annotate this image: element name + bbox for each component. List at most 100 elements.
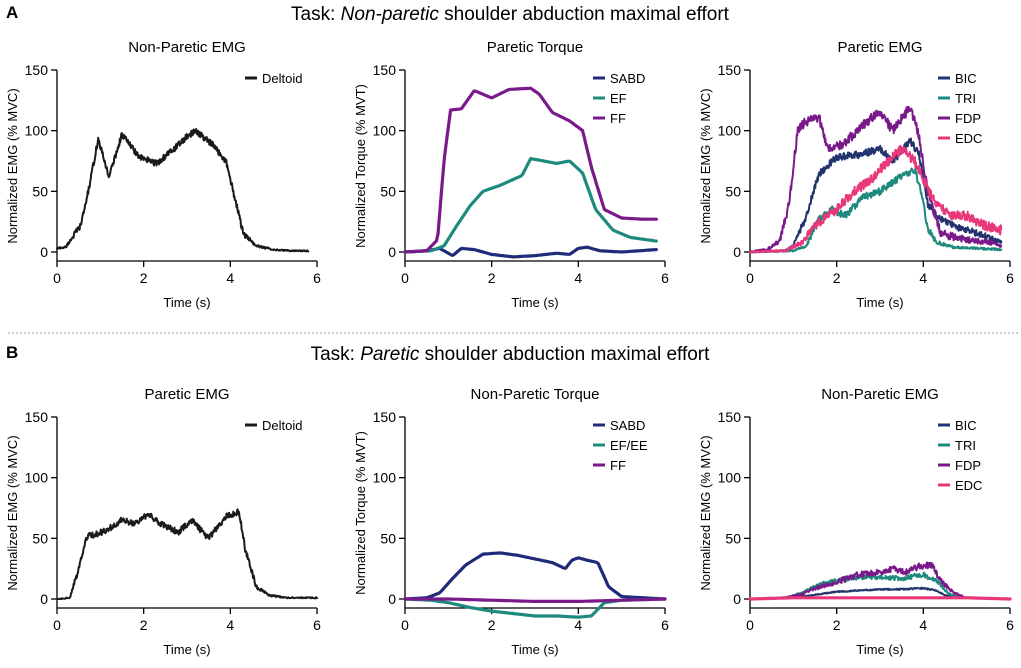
y-tick-label: 50: [32, 530, 48, 546]
y-tick-label: 100: [373, 123, 397, 139]
chart-6: Non-Paretic EMG 0 50 100 150 0 2 4 6 Time (s) Norm…: [698, 386, 1014, 657]
legend-label-edc: EDC: [955, 131, 982, 146]
x-axis-label: Time (s): [856, 295, 903, 310]
chart-title: Paretic Torque: [487, 39, 583, 56]
x-tick-label: 2: [833, 617, 841, 633]
x-tick-label: 4: [226, 270, 234, 286]
y-tick-label: 0: [40, 591, 48, 607]
panel-letter-a: A: [6, 3, 18, 22]
legend-label-ef: EF: [610, 91, 627, 106]
chart-title: Non-Paretic EMG: [821, 386, 939, 403]
x-tick-label: 4: [226, 617, 234, 633]
y-tick-label: 150: [718, 409, 742, 425]
y-tick-label: 50: [725, 530, 741, 546]
x-tick-label: 0: [746, 270, 754, 286]
x-tick-label: 6: [1006, 617, 1014, 633]
chart-1: Non-Paretic EMG 0 50 100 150 0 2 4 6 Time (s) Norm…: [5, 39, 321, 310]
y-axis-label: Normalized Torque (% MVT): [353, 431, 368, 595]
chart-title: Paretic EMG: [144, 386, 229, 403]
y-tick-label: 100: [25, 123, 49, 139]
y-tick-label: 100: [373, 470, 397, 486]
chart-4: Paretic EMG 0 50 100 150 0 2 4 6 Time (s) Normaliz…: [5, 386, 321, 657]
legend-label-sabd: SABD: [610, 418, 645, 433]
legend-label-sabd: SABD: [610, 71, 645, 86]
x-tick-label: 0: [401, 617, 409, 633]
series-line-tri: [749, 571, 1011, 601]
legend-label-deltoid: Deltoid: [262, 418, 302, 433]
x-tick-label: 0: [401, 270, 409, 286]
x-tick-label: 0: [53, 617, 61, 633]
y-tick-label: 0: [388, 591, 396, 607]
y-tick-label: 150: [25, 409, 49, 425]
x-tick-label: 6: [313, 617, 321, 633]
chart-title: Non-Paretic Torque: [471, 386, 600, 403]
y-tick-label: 50: [380, 183, 396, 199]
legend-label-fdp: FDP: [955, 458, 981, 473]
x-tick-label: 0: [53, 270, 61, 286]
legend-label-tri: TRI: [955, 91, 976, 106]
series-line-ff: [403, 597, 667, 603]
y-tick-label: 0: [733, 244, 741, 260]
chart-2: Paretic Torque 0 50 100 150 0 2 4 6 Time (s) Norma…: [353, 39, 669, 310]
x-tick-label: 2: [140, 617, 148, 633]
legend-label-fdp: FDP: [955, 111, 981, 126]
chart-5: Non-Paretic Torque 0 50 100 150 0 2 4 6 Time (s) N…: [353, 386, 669, 657]
x-tick-label: 6: [1006, 270, 1014, 286]
legend-label-bic: BIC: [955, 71, 977, 86]
x-axis-label: Time (s): [163, 295, 210, 310]
legend-label-ef-ee: EF/EE: [610, 438, 648, 453]
y-tick-label: 50: [380, 530, 396, 546]
chart-title: Non-Paretic EMG: [128, 39, 246, 56]
chart-title: Paretic EMG: [837, 39, 922, 56]
y-tick-label: 0: [40, 244, 48, 260]
y-tick-label: 100: [25, 470, 49, 486]
legend-label-ff: FF: [610, 111, 626, 126]
series-line-deltoid: [56, 128, 310, 253]
series-line-sabd: [403, 245, 658, 259]
y-axis-label: Normalized EMG (% MVC): [698, 88, 713, 243]
y-axis-label: Normalized EMG (% MVC): [5, 88, 20, 243]
y-axis-label: Normalized EMG (% MVC): [5, 435, 20, 590]
series-line-edc: [749, 144, 1003, 254]
y-tick-label: 0: [388, 244, 396, 260]
x-tick-label: 2: [488, 270, 496, 286]
series-line-tri: [749, 167, 1003, 254]
series-line-deltoid: [56, 508, 318, 601]
x-tick-label: 6: [313, 270, 321, 286]
series-line-fdp: [749, 561, 1011, 601]
y-axis-label: Normalized Torque (% MVT): [353, 84, 368, 248]
y-tick-label: 150: [373, 62, 397, 78]
y-tick-label: 150: [718, 62, 742, 78]
plots-container: Non-Paretic EMG 0 50 100 150 0 2 4 6 Time (s) Norm…: [5, 39, 1014, 657]
series-line-ff: [403, 86, 658, 254]
x-axis-label: Time (s): [511, 295, 558, 310]
x-tick-label: 2: [833, 270, 841, 286]
x-axis-label: Time (s): [856, 642, 903, 657]
y-tick-label: 50: [725, 183, 741, 199]
task-title-b: Task: Paretic shoulder abduction maximal…: [311, 344, 711, 365]
y-tick-label: 100: [718, 123, 742, 139]
x-tick-label: 6: [661, 270, 669, 286]
chart-3: Paretic EMG 0 50 100 150 0 2 4 6 Time (s) Normaliz…: [698, 39, 1014, 310]
y-tick-label: 50: [32, 183, 48, 199]
y-tick-label: 100: [718, 470, 742, 486]
legend-label-bic: BIC: [955, 418, 977, 433]
x-tick-label: 4: [919, 270, 927, 286]
legend-label-deltoid: Deltoid: [262, 71, 302, 86]
x-tick-label: 0: [746, 617, 754, 633]
legend-label-edc: EDC: [955, 478, 982, 493]
x-tick-label: 2: [140, 270, 148, 286]
panel-letter-b: B: [6, 343, 18, 362]
x-axis-label: Time (s): [163, 642, 210, 657]
x-tick-label: 6: [661, 617, 669, 633]
y-axis-label: Normalized EMG (% MVC): [698, 435, 713, 590]
series-line-sabd: [403, 551, 667, 601]
x-tick-label: 4: [574, 617, 582, 633]
x-tick-label: 4: [574, 270, 582, 286]
x-axis-label: Time (s): [511, 642, 558, 657]
y-tick-label: 150: [25, 62, 49, 78]
y-tick-label: 150: [373, 409, 397, 425]
series-line-edc: [748, 596, 1012, 601]
series-line-ef: [403, 157, 658, 254]
